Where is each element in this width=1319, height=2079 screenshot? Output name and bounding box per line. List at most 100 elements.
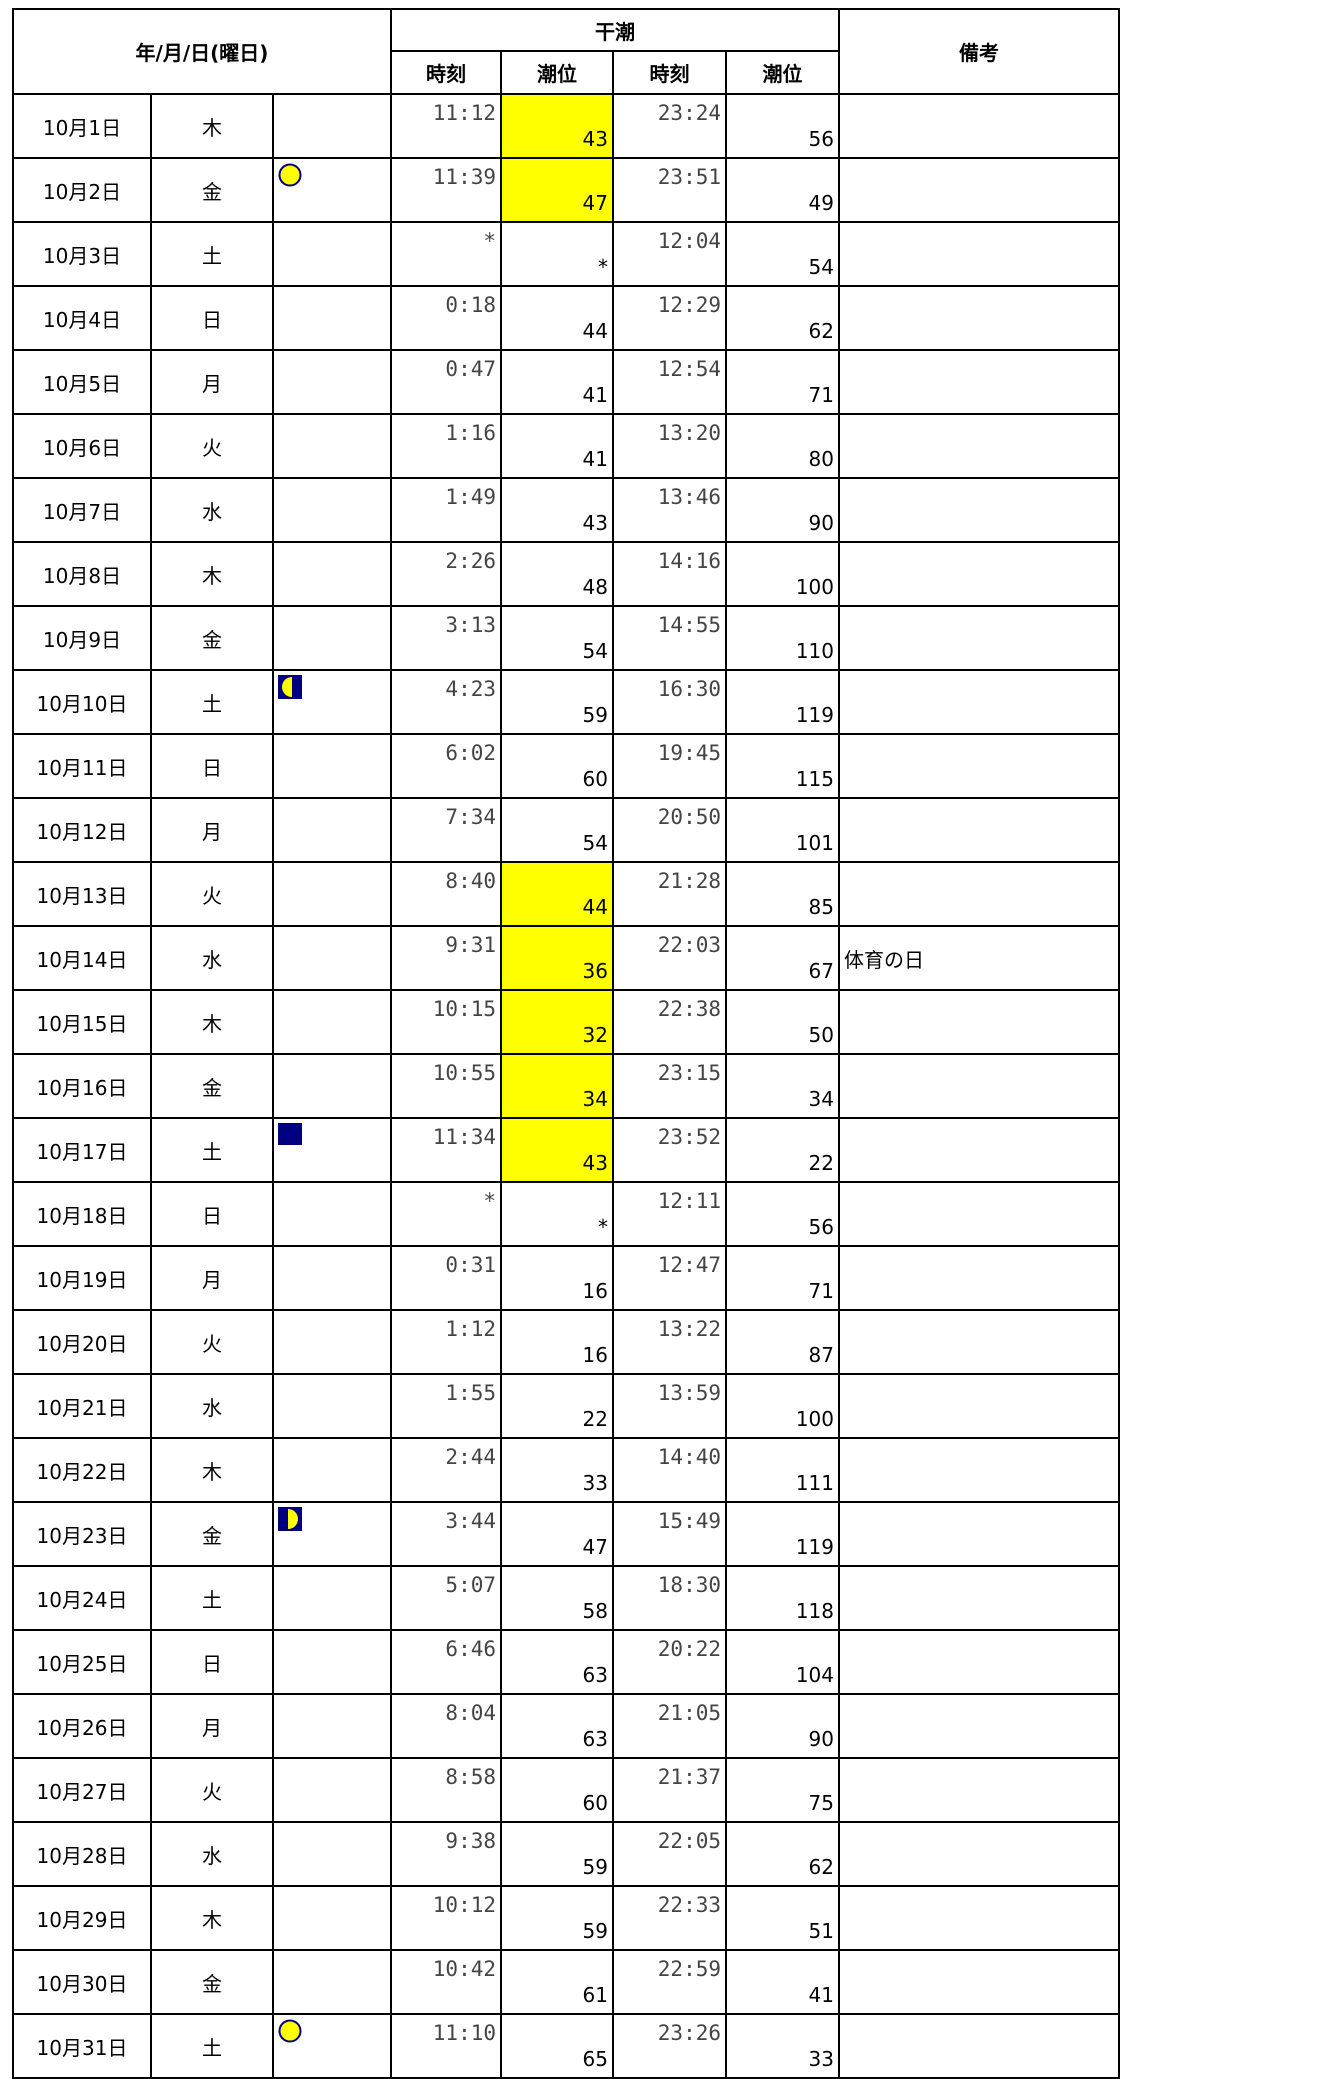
level: 59	[500, 669, 614, 735]
time-header: 時刻	[612, 50, 727, 95]
note	[838, 285, 1120, 351]
note	[838, 541, 1120, 607]
tide-row: 10月14日水 9:31 36 22:03 67 体育の日	[12, 925, 1120, 991]
weekday: 水	[150, 925, 274, 991]
note	[838, 1757, 1120, 1823]
level: 34	[725, 1053, 840, 1119]
weekday: 月	[150, 1245, 274, 1311]
level: 50	[725, 989, 840, 1055]
note	[838, 605, 1120, 671]
moon-icon	[278, 675, 302, 699]
moon-cell	[272, 1181, 392, 1247]
tide-row: 10月3日土 * * 12:04 54	[12, 221, 1120, 287]
moon-cell	[272, 989, 392, 1055]
note	[838, 861, 1120, 927]
level: 33	[725, 2013, 840, 2079]
table-body: 10月1日木 11:12 43 23:24 56 10月2日金 11:39 47 23:51 49…	[12, 93, 1120, 2079]
date: 10月7日	[12, 477, 152, 543]
tide-row: 10月15日木 10:15 32 22:38 50	[12, 989, 1120, 1055]
moon-cell	[272, 221, 392, 287]
date: 10月30日	[12, 1949, 152, 2015]
time: 8:58	[390, 1757, 502, 1823]
level: 48	[500, 541, 614, 607]
time: 1:49	[390, 477, 502, 543]
date: 10月2日	[12, 157, 152, 223]
time: 22:05	[612, 1821, 727, 1887]
level: 100	[725, 1373, 840, 1439]
tide-row: 10月26日月 8:04 63 21:05 90	[12, 1693, 1120, 1759]
note	[838, 733, 1120, 799]
tide-row: 10月4日日 0:18 44 12:29 62	[12, 285, 1120, 351]
level: 62	[725, 1821, 840, 1887]
time: 15:49	[612, 1501, 727, 1567]
page: 年/月/日(曜日) 干潮 備考 時刻 潮位 時刻 潮位 10月1日木 11:12 4…	[12, 8, 1120, 2079]
time: 12:11	[612, 1181, 727, 1247]
time: 8:04	[390, 1693, 502, 1759]
tide-row: 10月5日月 0:47 41 12:54 71	[12, 349, 1120, 415]
time: 23:26	[612, 2013, 727, 2079]
date: 10月18日	[12, 1181, 152, 1247]
level: 36	[500, 925, 614, 991]
weekday: 金	[150, 1053, 274, 1119]
level: 87	[725, 1309, 840, 1375]
level-header: 潮位	[500, 50, 614, 95]
weekday: 月	[150, 797, 274, 863]
level: 60	[500, 1757, 614, 1823]
note	[838, 1565, 1120, 1631]
moon-cell	[272, 1245, 392, 1311]
time: 2:26	[390, 541, 502, 607]
date: 10月31日	[12, 2013, 152, 2079]
time: 10:12	[390, 1885, 502, 1951]
date: 10月15日	[12, 989, 152, 1055]
date: 10月19日	[12, 1245, 152, 1311]
date: 10月23日	[12, 1501, 152, 1567]
note	[838, 2013, 1120, 2079]
moon-cell	[272, 285, 392, 351]
tide-row: 10月7日水 1:49 43 13:46 90	[12, 477, 1120, 543]
note	[838, 157, 1120, 223]
level: 100	[725, 541, 840, 607]
moon-cell	[272, 797, 392, 863]
time: 23:15	[612, 1053, 727, 1119]
note-header: 備考	[838, 8, 1120, 95]
date: 10月17日	[12, 1117, 152, 1183]
date: 10月29日	[12, 1885, 152, 1951]
moon-cell	[272, 1309, 392, 1375]
moon-cell	[272, 605, 392, 671]
level: *	[500, 221, 614, 287]
level: 90	[725, 1693, 840, 1759]
date: 10月21日	[12, 1373, 152, 1439]
note	[838, 1501, 1120, 1567]
moon-cell	[272, 733, 392, 799]
moon-icon	[278, 1507, 302, 1531]
level: 43	[500, 477, 614, 543]
tide-row: 10月24日土 5:07 58 18:30 118	[12, 1565, 1120, 1631]
weekday: 木	[150, 93, 274, 159]
tide-row: 10月16日金 10:55 34 23:15 34	[12, 1053, 1120, 1119]
tide-row: 10月29日木 10:12 59 22:33 51	[12, 1885, 1120, 1951]
note	[838, 1245, 1120, 1311]
weekday: 水	[150, 1821, 274, 1887]
date: 10月20日	[12, 1309, 152, 1375]
weekday: 金	[150, 605, 274, 671]
time: 21:37	[612, 1757, 727, 1823]
time: 16:30	[612, 669, 727, 735]
level: 43	[500, 93, 614, 159]
moon-cell	[272, 349, 392, 415]
time: 7:34	[390, 797, 502, 863]
weekday: 土	[150, 221, 274, 287]
level: 22	[725, 1117, 840, 1183]
moon-cell	[272, 1949, 392, 2015]
weekday: 金	[150, 1949, 274, 2015]
level: 61	[500, 1949, 614, 2015]
moon-cell	[272, 157, 392, 223]
date: 10月9日	[12, 605, 152, 671]
low-tide-header: 干潮	[390, 8, 840, 52]
time: 12:47	[612, 1245, 727, 1311]
level: 62	[725, 285, 840, 351]
weekday: 月	[150, 349, 274, 415]
time: 11:12	[390, 93, 502, 159]
time: 20:50	[612, 797, 727, 863]
tide-row: 10月8日木 2:26 48 14:16 100	[12, 541, 1120, 607]
time: 5:07	[390, 1565, 502, 1631]
